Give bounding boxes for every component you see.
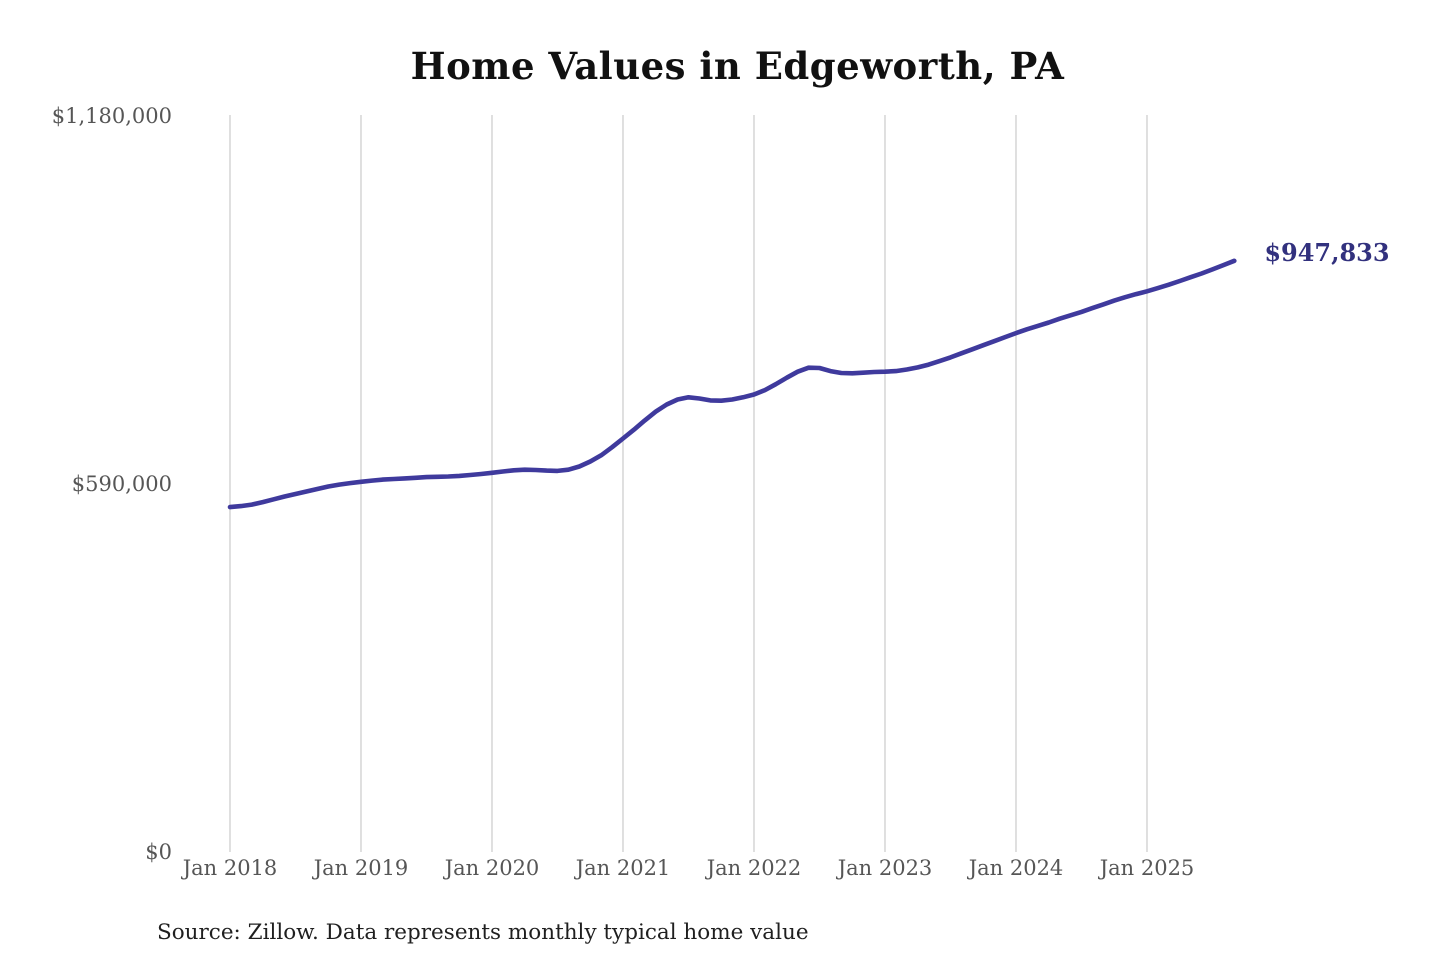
home-value-line [227,258,1237,510]
chart-title: Home Values in Edgeworth, PA [410,44,1065,88]
source-note: Source: Zillow. Data represents monthly … [157,920,809,945]
x-tick-jan-2021: Jan 2021 [575,856,671,880]
x-tick-jan-2020: Jan 2020 [444,856,540,880]
y-tick-0: $0 [145,840,172,864]
x-tick-jan-2024: Jan 2024 [968,856,1064,880]
final-value-label: $947,833 [1264,237,1390,267]
x-tick-jan-2025: Jan 2025 [1099,856,1195,880]
gridlines [229,115,1148,852]
y-tick-1180000: $1,180,000 [51,104,172,128]
x-tick-jan-2018: Jan 2018 [182,856,278,880]
x-tick-jan-2023: Jan 2023 [837,856,933,880]
x-tick-jan-2022: Jan 2022 [706,856,802,880]
y-tick-590000: $590,000 [71,472,172,496]
x-tick-jan-2019: Jan 2019 [313,856,409,880]
